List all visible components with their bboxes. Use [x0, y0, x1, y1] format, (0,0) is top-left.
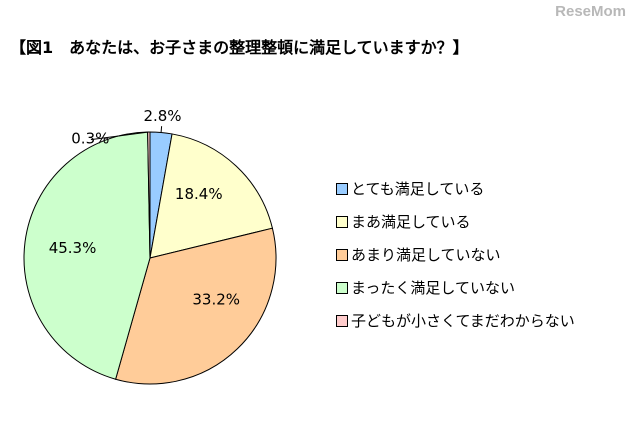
- legend-swatch: [336, 248, 348, 261]
- legend-swatch: [336, 215, 348, 228]
- leader-line: [160, 126, 163, 133]
- legend-swatch: [336, 314, 348, 327]
- pie-slice: [23, 131, 151, 380]
- legend-item: まあ満足している: [336, 205, 575, 238]
- leader-line: [90, 131, 149, 141]
- legend-label: あまり満足していない: [351, 246, 501, 264]
- legend-label: とても満足している: [351, 180, 485, 198]
- legend-label: 子どもが小さくてまだわからない: [351, 312, 575, 330]
- chart-title: 【図1 あなたは、お子さまの整理整頓に満足していますか？】: [10, 38, 469, 57]
- legend-swatch: [336, 182, 348, 195]
- pie-slice: [114, 227, 277, 385]
- legend-item: 子どもが小さくてまだわからない: [336, 304, 575, 337]
- legend-item: まったく満足していない: [336, 271, 575, 304]
- slice-data-label: 33.2%: [192, 290, 240, 308]
- legend-label: まあ満足している: [351, 213, 471, 231]
- legend-swatch: [336, 281, 348, 294]
- slice-data-label: 45.3%: [49, 239, 97, 257]
- legend: とても満足している まあ満足している あまり満足していない まったく満足していな…: [336, 172, 575, 337]
- brand-watermark: ReseMom: [555, 3, 626, 20]
- slice-data-label: 2.8%: [143, 107, 181, 125]
- legend-item: あまり満足していない: [336, 238, 575, 271]
- slice-data-label: 18.4%: [175, 185, 223, 203]
- legend-label: まったく満足していない: [351, 279, 515, 297]
- pie-slice: [149, 133, 274, 259]
- legend-item: とても満足している: [336, 172, 575, 205]
- slice-data-label: 0.3%: [71, 130, 109, 148]
